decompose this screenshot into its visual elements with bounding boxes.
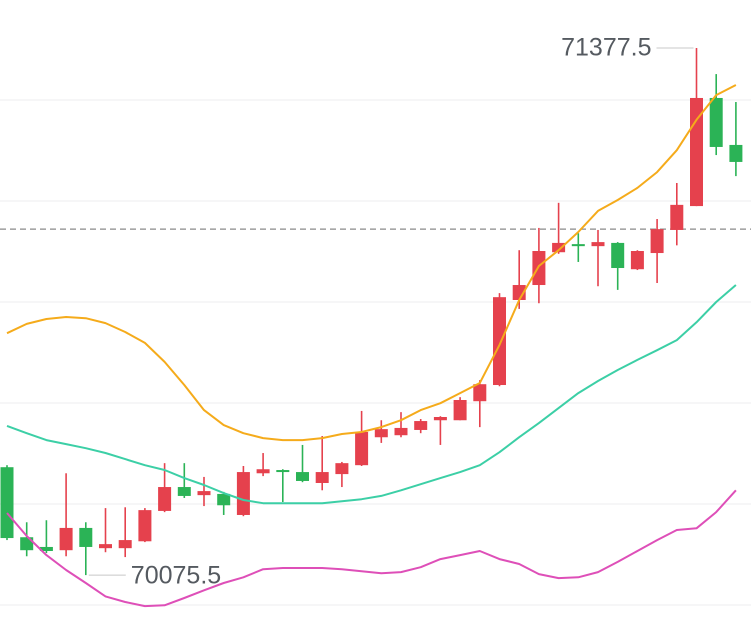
candle-body xyxy=(177,487,191,496)
candle-body xyxy=(611,242,625,269)
candle-body xyxy=(79,527,93,547)
candle-body xyxy=(453,399,467,421)
candle-body xyxy=(473,384,487,402)
candle-body xyxy=(591,242,605,247)
candle-body xyxy=(118,540,132,549)
candle-body xyxy=(236,472,250,515)
candle-body xyxy=(650,229,664,254)
candle-body xyxy=(99,544,112,549)
candle-body xyxy=(0,467,14,539)
candle-body xyxy=(670,204,684,230)
candle-body xyxy=(39,546,53,552)
candle-body xyxy=(709,97,723,147)
candle-body xyxy=(158,487,172,511)
candle-body xyxy=(335,463,349,475)
candle-body xyxy=(197,491,211,496)
candle-body xyxy=(59,527,73,551)
candle-body xyxy=(296,472,309,481)
candle-body xyxy=(355,431,369,466)
candle-body xyxy=(276,470,290,473)
moving-average-line xyxy=(6,84,737,442)
candle-body xyxy=(493,297,506,386)
moving-average-line xyxy=(6,489,737,608)
candle-body xyxy=(552,242,566,253)
candle-body xyxy=(374,429,388,438)
moving-average-line xyxy=(6,284,737,505)
candle-body xyxy=(256,469,270,474)
candle-body xyxy=(630,251,644,270)
candle-body xyxy=(394,427,408,436)
candle-body xyxy=(315,472,329,483)
candle-body xyxy=(433,417,447,421)
candle-body xyxy=(571,244,585,247)
grid xyxy=(0,99,751,606)
candle-body xyxy=(414,421,428,430)
max-price-label: 71377.5 xyxy=(561,34,651,62)
min-price-label: 70075.5 xyxy=(131,562,221,590)
candle-body xyxy=(532,251,546,286)
candle-body xyxy=(138,510,152,542)
candle-body xyxy=(729,144,743,162)
candle-body xyxy=(217,493,231,506)
